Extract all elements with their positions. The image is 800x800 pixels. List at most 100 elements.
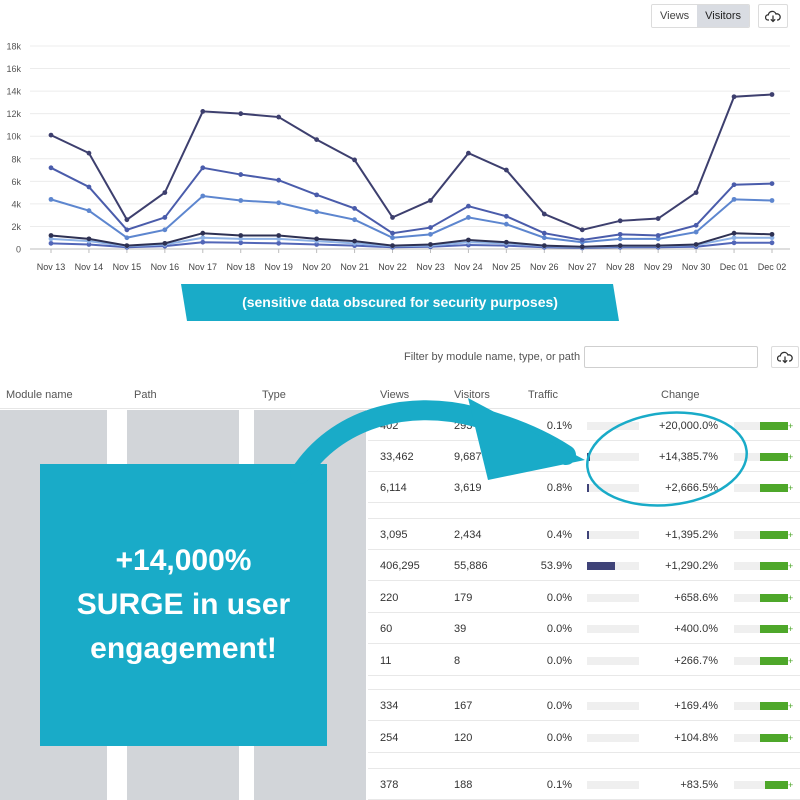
- table-row[interactable]: 6,114 3,619 0.8% +2,666.5% +: [368, 472, 800, 503]
- visitors-cell: 9,687: [454, 450, 482, 463]
- col-header-views[interactable]: Views: [380, 389, 410, 401]
- change-plus-sign: +: [788, 592, 794, 603]
- col-header-module-name[interactable]: Module name: [6, 389, 73, 401]
- data-point: [86, 236, 92, 242]
- visitors-line-chart: 0 2k 4k 6k 8k 10k 12k 14k 16k 18k Nov 13 Nov 14 Nov …: [6, 42, 790, 272]
- traffic-cell: 0.0%: [546, 591, 572, 604]
- data-point: [314, 236, 320, 242]
- col-header-change[interactable]: Change: [661, 389, 700, 401]
- table-row[interactable]: 378 188 0.1% +83.5% +: [368, 769, 800, 800]
- visitors-cell: 293: [454, 419, 473, 432]
- x-tick-label: Nov 22: [378, 262, 407, 272]
- traffic-bar-fill: [587, 483, 589, 492]
- x-tick-label: Nov 17: [189, 262, 218, 272]
- data-point: [276, 240, 282, 246]
- visitors-cell: 3,619: [454, 481, 482, 494]
- security-banner-text: (sensitive data obscured for security pu…: [242, 294, 558, 310]
- chart-download-button[interactable]: [758, 4, 788, 28]
- change-plus-sign: +: [788, 529, 794, 540]
- change-plus-sign: +: [788, 700, 794, 711]
- traffic-bar: [587, 452, 639, 461]
- views-cell: 402: [380, 419, 399, 432]
- col-header-traffic[interactable]: Traffic: [528, 389, 558, 401]
- data-point: [390, 243, 395, 249]
- traffic-bar-fill: [587, 530, 589, 539]
- data-point: [466, 215, 471, 220]
- x-tick-label: Nov 30: [682, 262, 711, 272]
- views-cell: 3,095: [380, 528, 408, 541]
- data-point: [314, 137, 320, 143]
- security-banner: (sensitive data obscured for security pu…: [181, 284, 619, 321]
- data-point: [541, 230, 547, 236]
- data-point: [238, 236, 244, 242]
- data-point: [124, 235, 130, 241]
- traffic-bar: [587, 561, 639, 570]
- table-row[interactable]: 220 179 0.0% +658.6% +: [368, 582, 800, 613]
- data-point: [390, 215, 395, 220]
- data-point: [48, 236, 54, 242]
- table-download-button[interactable]: [771, 346, 799, 368]
- visitors-toggle-button[interactable]: Visitors: [697, 5, 750, 27]
- change-bar: [734, 452, 788, 461]
- data-point: [466, 150, 471, 156]
- change-cell: +14,385.7%: [658, 450, 718, 463]
- traffic-cell: 5.1%: [546, 450, 572, 463]
- data-point: [503, 167, 509, 173]
- traffic-bar: [587, 530, 639, 539]
- x-tick-label: Nov 20: [302, 262, 331, 272]
- data-point: [200, 193, 206, 199]
- x-tick-label: Nov 16: [151, 262, 180, 272]
- change-plus-sign: +: [788, 779, 794, 790]
- change-plus-sign: +: [788, 655, 794, 666]
- change-bar: [734, 483, 788, 492]
- change-plus-sign: +: [788, 623, 794, 634]
- change-cell: +1,395.2%: [665, 528, 718, 541]
- x-tick-label: Dec 01: [720, 262, 749, 272]
- data-point: [731, 240, 737, 246]
- data-point: [276, 236, 282, 242]
- data-point: [238, 240, 244, 246]
- col-header-visitors[interactable]: Visitors: [454, 389, 490, 401]
- table-row[interactable]: 60 39 0.0% +400.0% +: [368, 613, 800, 644]
- change-bar-fill: [759, 733, 788, 742]
- col-header-type[interactable]: Type: [262, 389, 286, 401]
- data-point: [124, 243, 130, 249]
- table-row[interactable]: 3,095 2,434 0.4% +1,395.2% +: [368, 519, 800, 550]
- data-point: [655, 236, 661, 242]
- visitors-cell: 8: [454, 654, 461, 667]
- data-point: [769, 240, 775, 246]
- change-bar-fill: [759, 561, 788, 570]
- y-tick-label: 18k: [6, 42, 21, 52]
- table-row[interactable]: 254 120 0.0% +104.8% +: [368, 722, 800, 753]
- x-tick-label: Nov 29: [644, 262, 673, 272]
- callout-text: +14,000% SURGE in user engagement!: [76, 544, 291, 665]
- table-row[interactable]: 334 167 0.0% +169.4% +: [368, 690, 800, 721]
- x-tick-label: Nov 19: [264, 262, 293, 272]
- views-cell: 378: [380, 778, 399, 791]
- data-point: [731, 94, 737, 100]
- change-bar-fill: [759, 593, 788, 602]
- table-row[interactable]: 11 8 0.0% +266.7% +: [368, 645, 800, 676]
- data-point: [276, 200, 282, 206]
- x-tick-label: Nov 23: [416, 262, 445, 272]
- data-point: [48, 165, 54, 171]
- views-cell: 6,114: [380, 481, 407, 494]
- views-toggle-button[interactable]: Views: [652, 5, 698, 27]
- data-point: [124, 217, 130, 223]
- data-point: [541, 243, 547, 249]
- y-tick-label: 8k: [11, 154, 21, 164]
- data-point: [86, 184, 92, 190]
- table-row[interactable]: 406,295 55,886 53.9% +1,290.2% +: [368, 550, 800, 581]
- traffic-cell: 0.1%: [546, 778, 572, 791]
- data-point: [541, 235, 547, 241]
- change-bar: [734, 530, 788, 539]
- col-header-path[interactable]: Path: [134, 389, 157, 401]
- data-point: [314, 192, 320, 198]
- data-point: [428, 198, 433, 203]
- change-cell: +400.0%: [674, 622, 718, 635]
- row-group-separator: [368, 503, 800, 519]
- traffic-cell: 0.0%: [546, 622, 572, 635]
- table-row[interactable]: 33,462 9,687 5.1% +14,385.7% +: [368, 441, 800, 472]
- filter-input[interactable]: [584, 346, 758, 368]
- table-row[interactable]: 402 293 0.1% +20,000.0% +: [368, 410, 800, 441]
